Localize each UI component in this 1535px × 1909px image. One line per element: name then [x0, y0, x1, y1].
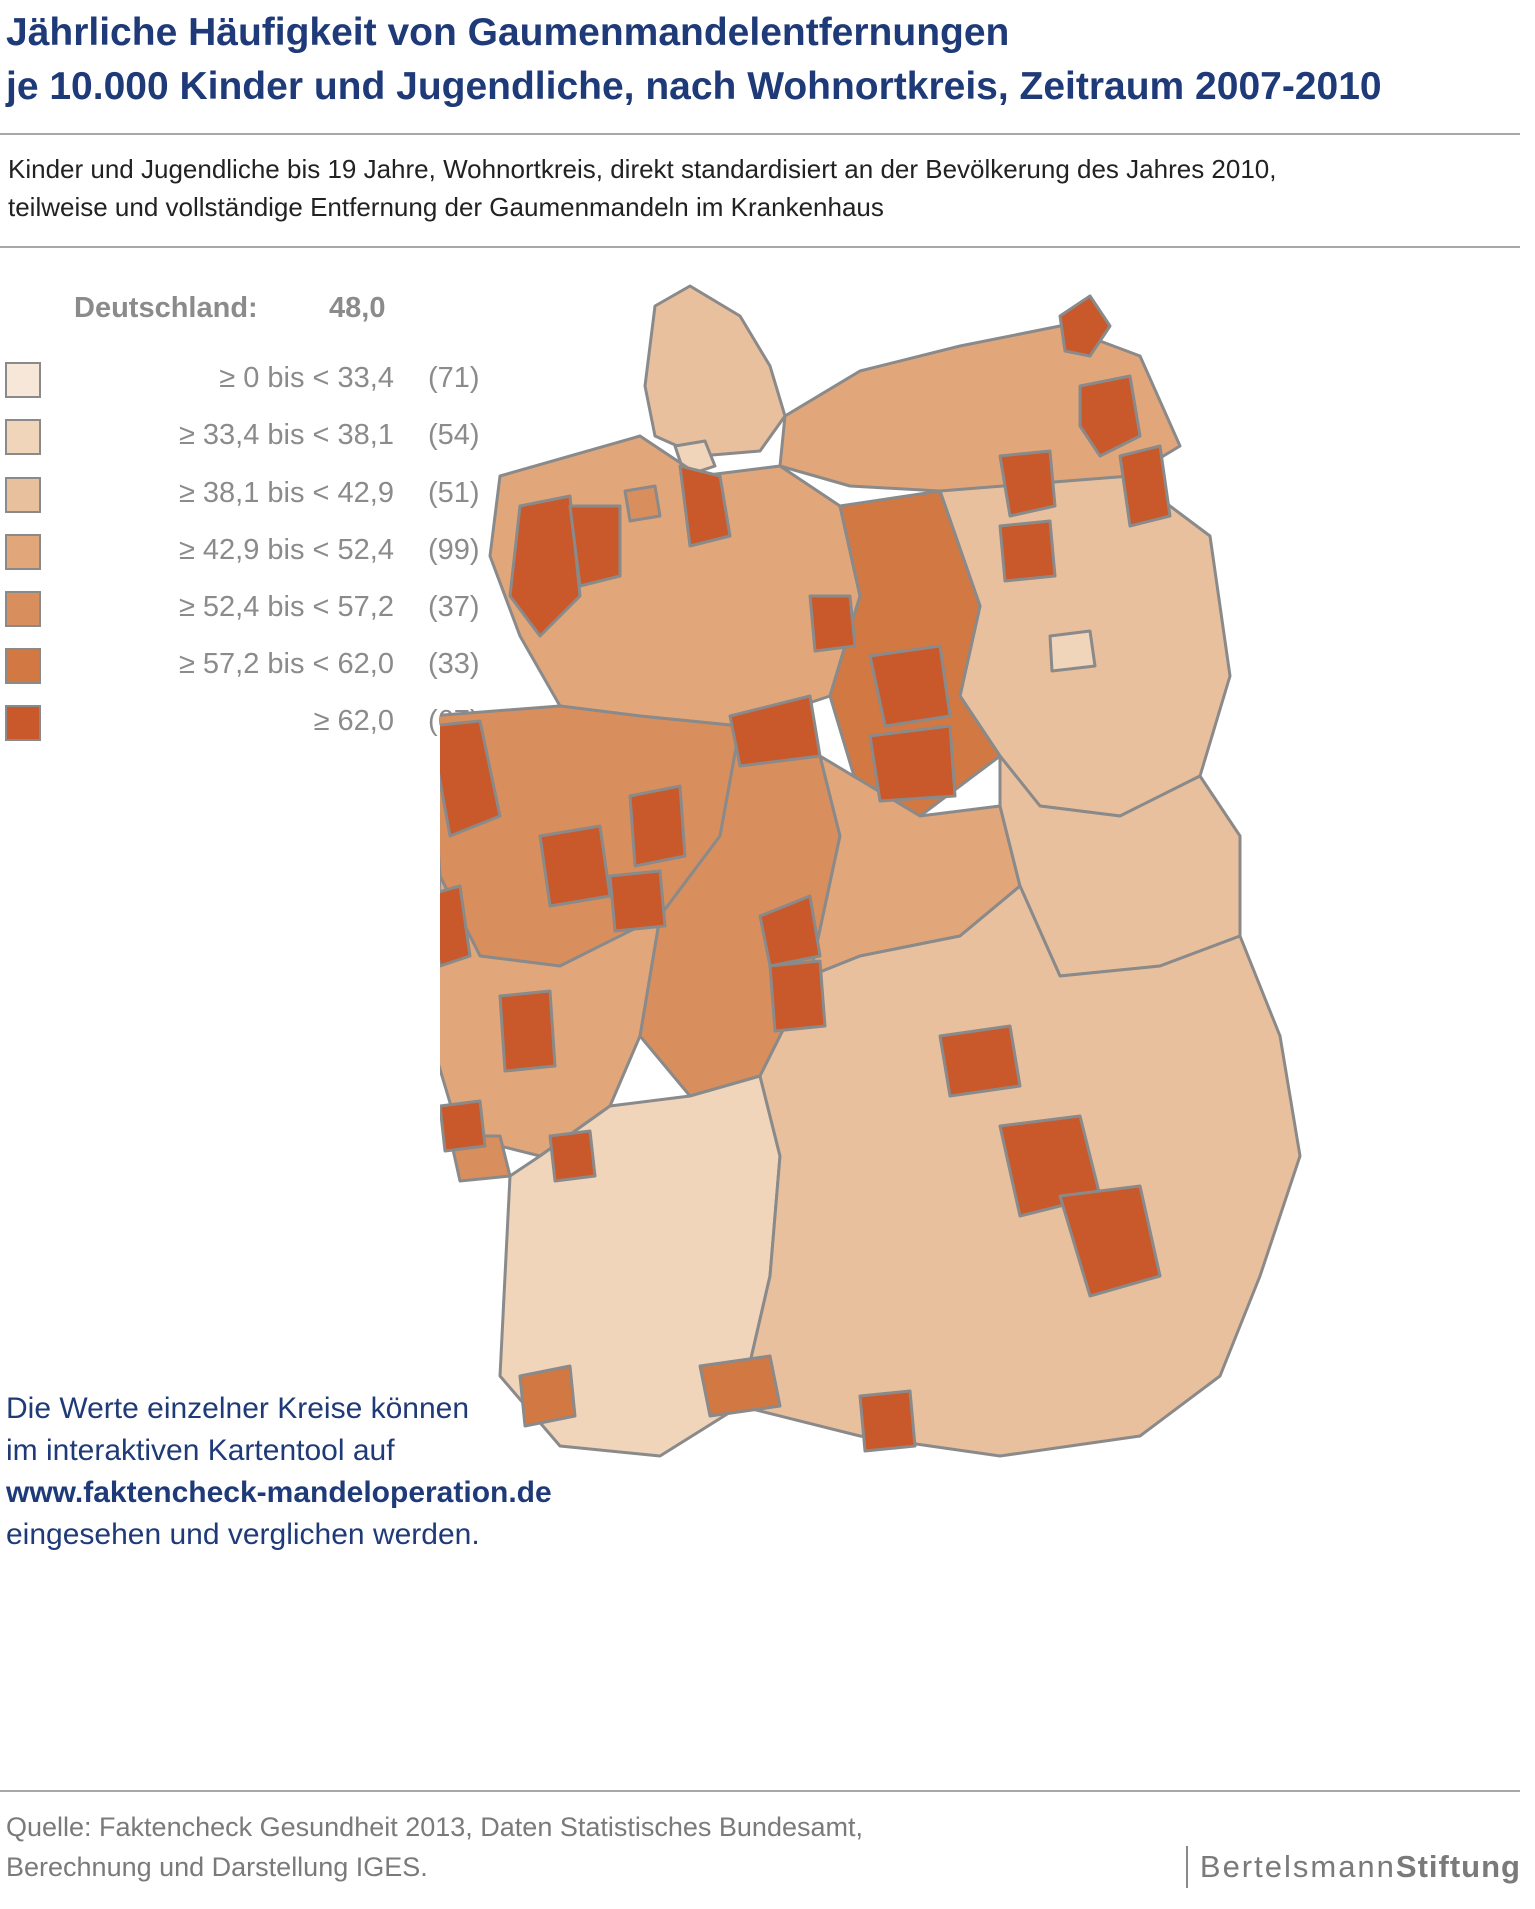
brand-name: Bertelsmann: [1199, 1849, 1396, 1884]
legend-count: (33): [428, 648, 480, 680]
legend-national-total: Deutschland: 48,0: [74, 292, 385, 325]
district-garmisch: [858, 1389, 917, 1453]
district-ostprignitz: [998, 519, 1057, 583]
legend-swatch: [5, 477, 41, 513]
legend-item: ≥ 42,9 bis < 52,4 (99): [0, 530, 500, 572]
district-siegen: [538, 824, 612, 908]
legend-item: ≥ 33,4 bis < 38,1 (54): [0, 415, 500, 457]
title-line-2: je 10.000 Kinder und Jugendliche, nach W…: [6, 65, 1382, 108]
district-amberg: [938, 1024, 1022, 1098]
legend-range: ≥ 62,0: [313, 705, 394, 737]
legend-range: ≥ 38,1 bis < 42,9: [178, 477, 394, 509]
title-line-1: Jährliche Häufigkeit von Gaumenmandelent…: [6, 11, 1010, 54]
map-subtitle: Kinder und Jugendliche bis 19 Jahre, Woh…: [8, 150, 1508, 226]
legend-swatch: [5, 648, 41, 684]
legend-swatch: [5, 534, 41, 570]
district-uckermark: [1118, 444, 1172, 528]
legend-count: (71): [428, 362, 480, 394]
district-oberallgaeu: [698, 1354, 782, 1418]
district-cloppenburg: [568, 504, 622, 588]
district-lindau: [518, 1364, 577, 1428]
source-line-2: Berechnung und Darstellung IGES.: [6, 1852, 428, 1882]
legend-total-value: 48,0: [329, 292, 386, 324]
district-emsland: [508, 494, 582, 638]
note-line-2: im interaktiven Kartentool auf: [6, 1434, 395, 1467]
germany-map-svg: [440, 284, 1302, 1458]
district-rhoen: [758, 894, 822, 968]
legend-item: ≥ 57,2 bis < 62,0 (33): [0, 644, 500, 686]
footer-divider: [0, 1790, 1520, 1792]
district-kassel: [628, 784, 687, 868]
district-halle: [868, 724, 957, 803]
legend-item: ≥ 62,0 (67): [0, 701, 500, 743]
legend-swatch: [5, 705, 41, 741]
subtitle-line-2: teilweise und vollständige Entfernung de…: [8, 192, 884, 222]
note-line-1: Die Werte einzelner Kreise können: [6, 1392, 470, 1425]
map-title: Jährliche Häufigkeit von Gaumenmandelent…: [6, 6, 1526, 114]
legend-swatch: [5, 419, 41, 455]
tool-website-link[interactable]: www.faktencheck-mandeloperation.de: [6, 1476, 552, 1509]
district-prignitz: [998, 449, 1057, 518]
district-vorpommern: [1078, 374, 1142, 458]
bertelsmann-stiftung-logo: BertelsmannStiftung: [1185, 1846, 1521, 1888]
legend-item: ≥ 0 bis < 33,4 (71): [0, 358, 500, 400]
legend-swatch: [5, 362, 41, 398]
district-magdeburg: [868, 644, 952, 728]
district-vogelsberg: [608, 869, 667, 933]
source-line-1: Quelle: Faktencheck Gesundheit 2013, Dat…: [6, 1812, 863, 1842]
district-aachen: [440, 884, 472, 968]
legend-total-label: Deutschland:: [74, 292, 258, 324]
map-legend: Deutschland: 48,0 ≥ 0 bis < 33,4 (71) ≥ …: [0, 290, 500, 770]
district-rotenburg: [678, 464, 732, 548]
district-mainz: [498, 989, 557, 1073]
note-line-3: eingesehen und verglichen werden.: [6, 1518, 480, 1551]
legend-swatch: [5, 591, 41, 627]
legend-range: ≥ 0 bis < 33,4: [219, 362, 394, 394]
region-berlin: [1048, 629, 1097, 673]
source-note: Quelle: Faktencheck Gesundheit 2013, Dat…: [6, 1807, 1006, 1887]
district-karlsruhe: [548, 1129, 597, 1183]
legend-range: ≥ 57,2 bis < 62,0: [178, 648, 394, 680]
district-harz: [728, 694, 822, 768]
brand-suffix: Stiftung: [1395, 1849, 1521, 1884]
legend-count: (37): [428, 591, 480, 623]
district-kleve: [440, 719, 502, 838]
district-schweinfurt: [768, 959, 827, 1033]
district-saarbruecken: [440, 1099, 487, 1153]
legend-range: ≥ 33,4 bis < 38,1: [178, 419, 394, 451]
legend-count: (54): [428, 419, 480, 451]
interactive-tool-note: Die Werte einzelner Kreise können im int…: [6, 1388, 626, 1556]
legend-count: (99): [428, 534, 480, 566]
legend-range: ≥ 52,4 bis < 57,2: [178, 591, 394, 623]
region-schleswig-holstein: [643, 284, 787, 458]
region-bremen: [623, 484, 662, 523]
district-passau: [1058, 1184, 1162, 1298]
germany-choropleth-map: [440, 276, 1530, 1796]
legend-count: (51): [428, 477, 480, 509]
subtitle-line-1: Kinder und Jugendliche bis 19 Jahre, Woh…: [8, 154, 1277, 184]
subtitle-divider: [0, 246, 1520, 248]
legend-range: ≥ 42,9 bis < 52,4: [178, 534, 394, 566]
district-braunschweig: [808, 594, 857, 653]
legend-item: ≥ 52,4 bis < 57,2 (37): [0, 587, 500, 629]
title-divider: [0, 133, 1520, 135]
district-ruegen: [1058, 294, 1112, 358]
legend-item: ≥ 38,1 bis < 42,9 (51): [0, 473, 500, 515]
